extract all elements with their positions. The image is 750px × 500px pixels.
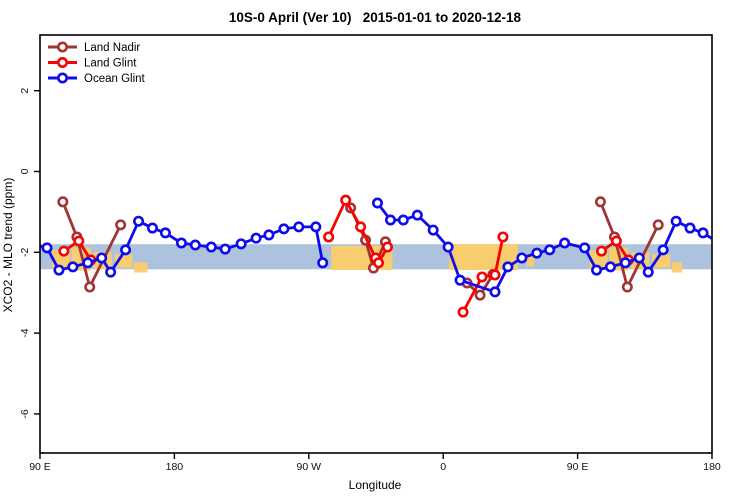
- ocean-glint-point: [41, 242, 53, 254]
- ocean-glint-point: [310, 221, 322, 233]
- land-glint-point: [323, 231, 335, 243]
- ocean-glint-series: [40, 197, 712, 298]
- x-axis-title: Longitude: [348, 478, 402, 492]
- y-tick-label: -6: [19, 409, 31, 418]
- land-glint-point: [58, 245, 70, 257]
- plot-frame: [39, 34, 713, 454]
- ocean-glint-point: [219, 243, 231, 255]
- land-glint-point: [373, 257, 385, 269]
- x-tick-label: 90 W: [297, 461, 322, 473]
- chart-title: 10S-0 April (Ver 10) 2015-01-01 to 2020-…: [228, 10, 522, 25]
- ocean-glint-point: [397, 214, 409, 226]
- land-nadir-point: [474, 289, 486, 301]
- ocean-glint-point: [175, 237, 187, 249]
- x-tick-label: 180: [703, 461, 721, 473]
- data-series: [40, 194, 712, 318]
- land-glint-line: [461, 236, 505, 313]
- ocean-glint-point: [657, 244, 669, 256]
- ocean-glint-point: [697, 227, 709, 239]
- legend-label: Land Glint: [84, 58, 137, 70]
- land-glint-point: [355, 221, 367, 233]
- land-glint-point: [476, 271, 488, 283]
- land-nadir-point: [594, 196, 606, 208]
- legend-label: Ocean Glint: [84, 73, 146, 85]
- ocean-glint-point: [642, 266, 654, 278]
- y-axis: 2 0 -2 -4 -6: [19, 88, 40, 419]
- ocean-glint-point: [263, 229, 275, 241]
- legend-marker: [56, 72, 68, 84]
- ocean-glint-point: [684, 222, 696, 234]
- x-tick-label: 90 E: [29, 461, 51, 473]
- ocean-glint-point: [516, 252, 528, 264]
- ocean-glint-point: [82, 257, 94, 269]
- ocean-glint-point: [120, 244, 132, 256]
- land-nadir-point: [115, 219, 127, 231]
- ocean-glint-point: [670, 215, 682, 227]
- legend: Land Nadir Land Glint Ocean Glint: [48, 41, 146, 85]
- x-tick-label: 180: [166, 461, 184, 473]
- x-axis: 90 E 180 90 W 0 90 E 180: [29, 453, 721, 473]
- y-tick-label: 0: [19, 168, 31, 174]
- land-patch: [671, 262, 683, 273]
- land-glint-point: [73, 235, 85, 247]
- ocean-glint-point: [454, 274, 466, 286]
- ocean-glint-point: [133, 215, 145, 227]
- legend-marker: [56, 56, 68, 68]
- land-glint-point: [457, 306, 469, 318]
- y-tick-label: -4: [19, 328, 31, 337]
- land-nadir-point: [621, 281, 633, 293]
- ocean-glint-point: [502, 261, 514, 273]
- land-glint-point: [381, 241, 393, 253]
- land-glint-point: [610, 235, 622, 247]
- ocean-glint-point: [633, 252, 645, 264]
- ocean-glint-point: [53, 264, 65, 276]
- ocean-glint-point: [96, 252, 108, 264]
- ocean-glint-point: [293, 221, 305, 233]
- ocean-glint-point: [591, 264, 603, 276]
- ocean-glint-point: [579, 242, 591, 254]
- ocean-glint-point: [442, 241, 454, 253]
- x-tick-label: 90 E: [567, 461, 589, 473]
- ocean-glint-point: [278, 223, 290, 235]
- ocean-glint-point: [559, 237, 571, 249]
- land-glint-point: [489, 269, 501, 281]
- land-nadir-point: [57, 196, 69, 208]
- ocean-glint-point: [317, 257, 329, 269]
- ocean-glint-point: [67, 261, 79, 273]
- land-nadir-point: [84, 281, 96, 293]
- ocean-glint-line: [40, 219, 325, 274]
- ocean-glint-point: [384, 214, 396, 226]
- ocean-glint-point: [159, 227, 171, 239]
- ocean-glint-point: [489, 286, 501, 298]
- ocean-glint-point: [371, 197, 383, 209]
- legend-label: Land Nadir: [84, 42, 140, 54]
- ocean-glint-point: [619, 257, 631, 269]
- land-glint-point: [497, 231, 509, 243]
- ocean-glint-point: [105, 266, 117, 278]
- ocean-glint-point: [427, 224, 439, 236]
- ocean-glint-point: [411, 209, 423, 221]
- land-patch: [134, 262, 148, 273]
- y-tick-label: -2: [19, 247, 31, 256]
- ocean-glint-point: [189, 239, 201, 251]
- y-tick-label: 2: [19, 88, 31, 94]
- ocean-glint-point: [235, 238, 247, 250]
- ocean-glint-point: [250, 232, 262, 244]
- x-tick-label: 0: [440, 461, 446, 473]
- legend-marker: [56, 41, 68, 53]
- ocean-glint-point: [604, 261, 616, 273]
- ocean-glint-point: [205, 241, 217, 253]
- land-glint-point: [595, 245, 607, 257]
- ocean-glint-point: [544, 244, 556, 256]
- ocean-glint-point: [146, 222, 158, 234]
- ocean-glint-point: [531, 247, 543, 259]
- land-nadir-point: [652, 219, 664, 231]
- land-patch: [526, 256, 535, 267]
- land-glint-point: [340, 194, 352, 206]
